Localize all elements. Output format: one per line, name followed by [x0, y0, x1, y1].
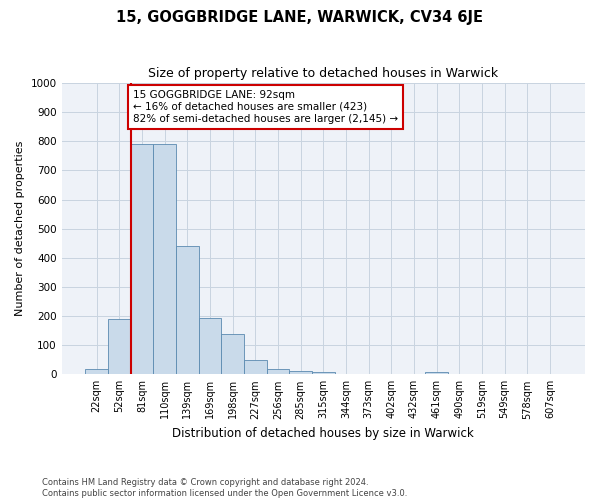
Y-axis label: Number of detached properties: Number of detached properties	[15, 141, 25, 316]
X-axis label: Distribution of detached houses by size in Warwick: Distribution of detached houses by size …	[172, 427, 474, 440]
Bar	[289, 371, 312, 374]
Text: 15 GOGGBRIDGE LANE: 92sqm
← 16% of detached houses are smaller (423)
82% of semi: 15 GOGGBRIDGE LANE: 92sqm ← 16% of detac…	[133, 90, 398, 124]
Bar	[244, 360, 266, 374]
Title: Size of property relative to detached houses in Warwick: Size of property relative to detached ho…	[148, 68, 499, 80]
Text: Contains HM Land Registry data © Crown copyright and database right 2024.
Contai: Contains HM Land Registry data © Crown c…	[42, 478, 407, 498]
Bar	[221, 334, 244, 374]
Bar	[85, 369, 108, 374]
Bar	[131, 144, 154, 374]
Bar	[108, 319, 131, 374]
Bar	[266, 369, 289, 374]
Bar	[312, 372, 335, 374]
Text: 15, GOGGBRIDGE LANE, WARWICK, CV34 6JE: 15, GOGGBRIDGE LANE, WARWICK, CV34 6JE	[116, 10, 484, 25]
Bar	[425, 372, 448, 374]
Bar	[154, 144, 176, 374]
Bar	[199, 318, 221, 374]
Bar	[176, 246, 199, 374]
